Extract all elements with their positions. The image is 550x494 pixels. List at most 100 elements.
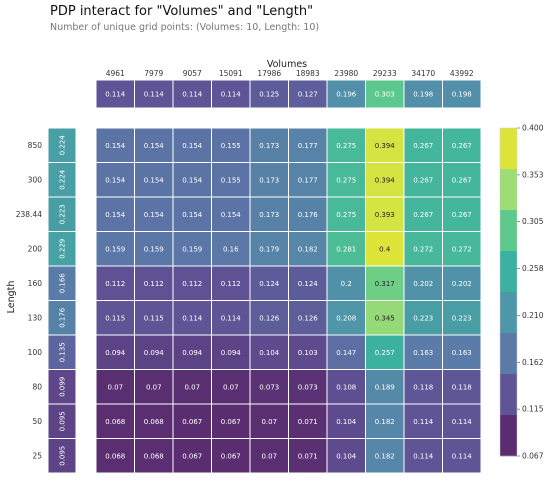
heatmap-cell xyxy=(95,300,135,336)
heatmap-cell xyxy=(211,162,251,198)
heatmap-cell xyxy=(326,403,366,439)
heatmap-cell xyxy=(442,369,482,405)
heatmap-cell-label: 0.394 xyxy=(375,176,396,184)
x-marginal-cell xyxy=(403,79,443,109)
y-tick-label: 238.44 xyxy=(16,210,42,219)
heatmap-cell-label: 0.154 xyxy=(221,211,242,219)
heatmap-cell-label: 0.275 xyxy=(336,142,356,150)
x-marginal-label: 0.114 xyxy=(105,91,126,99)
heatmap-cell xyxy=(442,334,482,370)
colorbar-tick-label: 0.353 xyxy=(522,170,544,179)
heatmap-cell-label: 0.112 xyxy=(144,280,164,288)
heatmap-grid: 0.154 0.154 0.154 0.155 0.173 0.177 0.275 0.394… xyxy=(95,127,482,474)
y-marginal-cell xyxy=(47,300,77,336)
heatmap-cell-label: 0.112 xyxy=(182,280,202,288)
heatmap-cell-label: 0.267 xyxy=(452,176,472,184)
y-marginal-label: 0.223 xyxy=(59,204,67,224)
heatmap-cell xyxy=(172,300,212,336)
x-marginal-label: 0.198 xyxy=(452,91,472,99)
heatmap-cell-label: 0.223 xyxy=(452,314,472,322)
colorbar-tick-label: 0.305 xyxy=(522,217,544,226)
heatmap-cell-label: 0.126 xyxy=(298,314,319,322)
x-marginal-strip: 0.114 0.114 0.114 0.114 0.125 0.127 0.196 0.303… xyxy=(95,79,482,109)
heatmap-cell xyxy=(365,265,405,301)
heatmap-cell xyxy=(134,162,174,198)
chart-title: PDP interact for "Volumes" and "Length" xyxy=(50,4,313,19)
heatmap-cell-label: 0.208 xyxy=(336,314,356,322)
y-marginal-cell xyxy=(47,196,77,232)
heatmap-cell-label: 0.275 xyxy=(336,211,356,219)
heatmap-cell xyxy=(326,300,366,336)
heatmap-cell-label: 0.154 xyxy=(144,142,165,150)
y-tick-label: 50 xyxy=(32,417,42,426)
x-marginal-cell xyxy=(326,79,366,109)
x-marginal-label: 0.198 xyxy=(413,91,433,99)
heatmap-cell-label: 0.155 xyxy=(221,142,241,150)
heatmap-cell-label: 0.317 xyxy=(375,280,395,288)
heatmap-cell xyxy=(249,162,289,198)
y-tick-labels: 850 300 238.44 200 160 130 100 80 50 25 xyxy=(16,141,42,461)
colorbar-band xyxy=(500,374,517,416)
y-tick-label: 850 xyxy=(28,141,43,150)
heatmap-cell-label: 0.173 xyxy=(259,211,279,219)
heatmap-cell-label: 0.118 xyxy=(452,383,472,391)
heatmap-cell-label: 0.073 xyxy=(298,383,318,391)
heatmap-cell xyxy=(403,334,443,370)
colorbar-band xyxy=(500,251,517,293)
colorbar-band xyxy=(500,169,517,211)
heatmap-cell xyxy=(442,162,482,198)
heatmap-cell-label: 0.154 xyxy=(182,142,203,150)
heatmap-cell-label: 0.114 xyxy=(452,418,473,426)
heatmap-cell-label: 0.154 xyxy=(144,176,165,184)
heatmap-cell-label: 0.163 xyxy=(413,349,433,357)
x-marginal-cell xyxy=(249,79,289,109)
y-marginal-cell xyxy=(47,231,77,267)
heatmap-cell-label: 0.07 xyxy=(223,383,239,391)
heatmap-cell-label: 0.104 xyxy=(336,418,357,426)
colorbar-tick-label: 0.400 xyxy=(522,124,544,133)
x-tick-label: 17986 xyxy=(257,69,281,78)
heatmap-cell xyxy=(326,334,366,370)
heatmap-cell xyxy=(442,403,482,439)
heatmap-cell-label: 0.112 xyxy=(105,280,125,288)
heatmap-cell xyxy=(403,127,443,163)
x-marginal-label: 0.196 xyxy=(336,91,357,99)
heatmap-cell xyxy=(249,403,289,439)
heatmap-cell xyxy=(288,162,328,198)
heatmap-cell-label: 0.154 xyxy=(105,142,126,150)
y-marginal-cell xyxy=(47,403,77,439)
x-marginal-label: 0.125 xyxy=(259,91,279,99)
heatmap-cell xyxy=(288,265,328,301)
heatmap-cell-label: 0.112 xyxy=(221,280,241,288)
y-tick-label: 300 xyxy=(28,175,43,184)
heatmap-cell xyxy=(249,265,289,301)
heatmap-cell-label: 0.257 xyxy=(375,349,395,357)
x-marginal-cell xyxy=(95,79,135,109)
heatmap-cell-label: 0.103 xyxy=(298,349,318,357)
heatmap-cell xyxy=(326,369,366,405)
heatmap-cell-label: 0.073 xyxy=(259,383,279,391)
heatmap-cell-label: 0.4 xyxy=(379,245,391,253)
colorbar: 0.067 0.115 0.162 0.210 0.258 0.305 0.353 0.400 xyxy=(499,124,544,461)
heatmap-cell xyxy=(172,438,212,474)
heatmap-cell xyxy=(442,438,482,474)
heatmap-cell xyxy=(365,127,405,163)
heatmap-cell xyxy=(172,369,212,405)
heatmap-cell-label: 0.07 xyxy=(261,418,277,426)
x-marginal-label: 0.114 xyxy=(144,91,165,99)
heatmap-cell xyxy=(442,231,482,267)
heatmap-cell xyxy=(326,438,366,474)
y-marginal-label: 0.224 xyxy=(59,135,67,156)
heatmap-cell xyxy=(211,300,251,336)
colorbar-band xyxy=(500,415,517,457)
y-marginal-label: 0.095 xyxy=(59,411,67,431)
heatmap-cell-label: 0.068 xyxy=(105,418,125,426)
heatmap-cell xyxy=(134,403,174,439)
y-marginal-label: 0.099 xyxy=(59,377,67,397)
heatmap-cell-label: 0.068 xyxy=(144,452,164,460)
x-tick-label: 23980 xyxy=(334,69,358,78)
heatmap-cell xyxy=(211,438,251,474)
y-axis-title: Length xyxy=(6,281,17,314)
heatmap-cell-label: 0.154 xyxy=(105,176,126,184)
y-tick-label: 200 xyxy=(28,244,43,253)
